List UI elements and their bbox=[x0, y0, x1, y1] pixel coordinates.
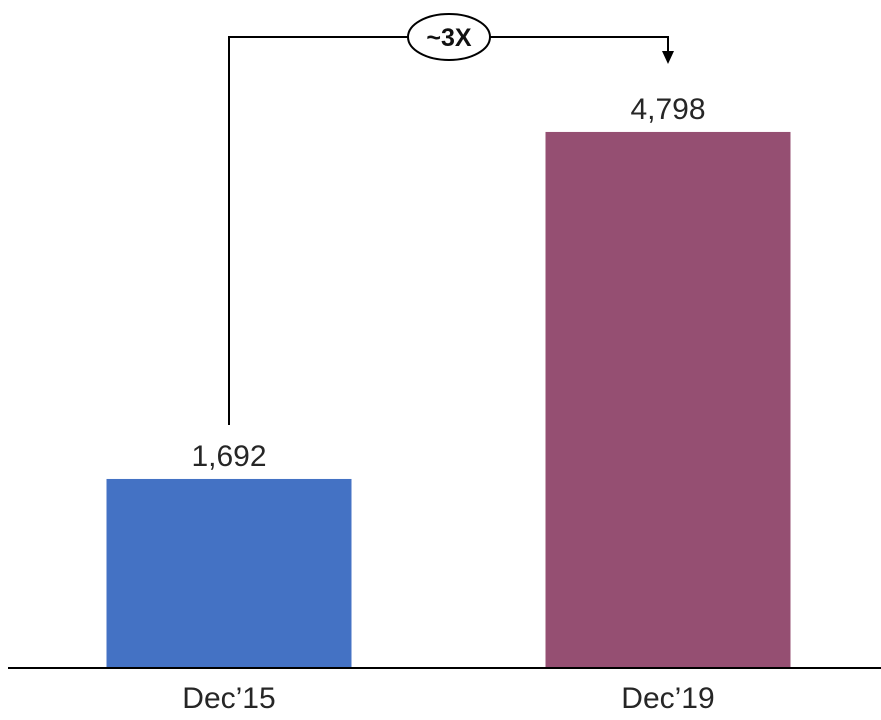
bars-group bbox=[106, 131, 791, 669]
growth-callout: ~3X bbox=[228, 13, 674, 425]
category-labels-group: Dec’15 Dec’19 bbox=[182, 682, 714, 715]
bar-0 bbox=[106, 478, 352, 668]
category-label-1: Dec’19 bbox=[621, 682, 714, 715]
bar-1 bbox=[545, 131, 791, 669]
value-label-0: 1,692 bbox=[191, 440, 266, 473]
value-label-1: 4,798 bbox=[630, 93, 705, 126]
growth-callout-text: ~3X bbox=[426, 24, 472, 52]
growth-arrowhead bbox=[662, 51, 674, 64]
growth-callout-ellipse bbox=[407, 13, 491, 61]
category-label-0: Dec’15 bbox=[182, 682, 275, 715]
value-labels-group: 1,692 4,798 bbox=[191, 93, 705, 473]
